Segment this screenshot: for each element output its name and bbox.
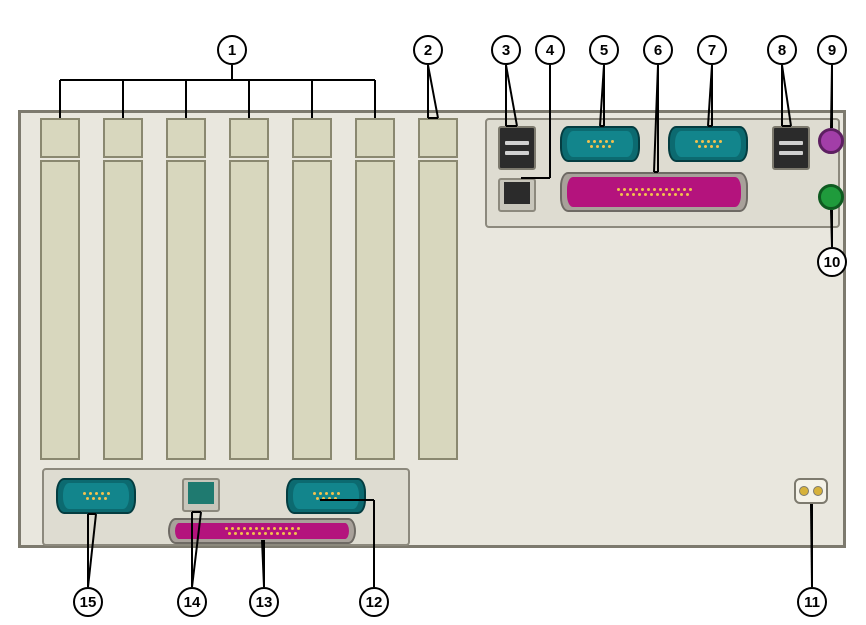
pci-slot-tab	[355, 118, 395, 158]
callout-2: 2	[413, 35, 443, 65]
serial-port-top-left	[560, 126, 640, 162]
callout-11: 11	[797, 587, 827, 617]
pci-slot-tab	[40, 118, 80, 158]
usb-port-top-right	[772, 126, 810, 170]
ps2-keyboard-port	[818, 128, 844, 154]
ethernet-port-top	[498, 178, 536, 212]
callout-8: 8	[767, 35, 797, 65]
callout-9: 9	[817, 35, 847, 65]
ethernet-port-bottom	[182, 478, 220, 512]
usb-port-top-left	[498, 126, 536, 170]
callout-14: 14	[177, 587, 207, 617]
pci-slot-cover	[40, 160, 80, 460]
serial-port-bottom-left	[56, 478, 136, 514]
pci-slot-tab	[166, 118, 206, 158]
callout-15: 15	[73, 587, 103, 617]
serial-port-top-right	[668, 126, 748, 162]
pci-slot-cover	[229, 160, 269, 460]
callout-12: 12	[359, 587, 389, 617]
callout-3: 3	[491, 35, 521, 65]
callout-6: 6	[643, 35, 673, 65]
callout-4: 4	[535, 35, 565, 65]
pci-slot-tab	[229, 118, 269, 158]
parallel-port-bottom	[168, 518, 356, 544]
pci-slot-cover	[103, 160, 143, 460]
ps2-mouse-port	[818, 184, 844, 210]
pci-slot-tab	[292, 118, 332, 158]
pci-slot-cover	[166, 160, 206, 460]
agp-slot-tab	[418, 118, 458, 158]
callout-13: 13	[249, 587, 279, 617]
pci-slot-cover	[355, 160, 395, 460]
pci-slot-cover	[292, 160, 332, 460]
callout-5: 5	[589, 35, 619, 65]
power-connector	[794, 478, 828, 504]
parallel-port-top	[560, 172, 748, 212]
agp-slot-cover	[418, 160, 458, 460]
callout-1: 1	[217, 35, 247, 65]
pci-slot-tab	[103, 118, 143, 158]
callout-7: 7	[697, 35, 727, 65]
serial-port-bottom-right	[286, 478, 366, 514]
callout-10: 10	[817, 247, 847, 277]
